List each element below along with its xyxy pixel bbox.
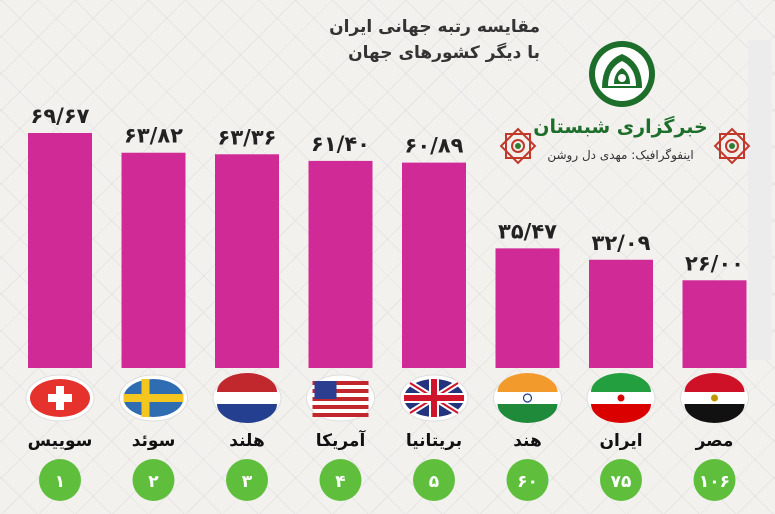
bar — [495, 248, 560, 368]
flag-wheel — [522, 393, 533, 403]
flag-band-top — [684, 373, 745, 392]
uk-flag-icon — [399, 374, 469, 422]
ornament-left-icon — [499, 127, 537, 165]
shabestan-logo-icon — [589, 41, 655, 107]
rank-circle — [413, 459, 455, 501]
title-line-2: با دیگر کشورهای جهان — [348, 43, 540, 63]
bar — [589, 259, 653, 368]
country-label: هند — [513, 431, 542, 451]
country-label: سوئد — [132, 431, 176, 451]
flag-stripe — [312, 381, 369, 385]
bar — [402, 162, 466, 368]
flag-cross-h-red — [404, 395, 464, 401]
bar-value-label: ۶۹/۶۷ — [31, 104, 90, 128]
bar-value-label: ۳۲/۰۹ — [592, 231, 651, 255]
country-label: بریتانیا — [406, 431, 462, 451]
rank-number: ۴ — [335, 472, 345, 492]
country-label: مصر — [695, 431, 734, 451]
chart-title: مقایسه رتبه جهانی ایران با دیگر کشورهای … — [270, 14, 540, 66]
rank-number: ۳ — [242, 472, 253, 492]
rank-circle — [506, 459, 549, 501]
infographic-credit: اینفوگرافیک: مهدی دل روشن — [547, 148, 694, 162]
bar-value-label: ۳۵/۴۷ — [498, 219, 557, 243]
flag-emblem — [617, 394, 625, 402]
rank-number: ۱۰۶ — [699, 472, 730, 492]
flag-band-top — [497, 373, 558, 392]
watermark-strip — [748, 40, 772, 360]
usa-flag-icon — [306, 374, 375, 422]
india-flag-icon — [493, 373, 562, 424]
flag-stripe — [312, 405, 369, 409]
flag-cross-h — [48, 394, 72, 402]
egypt-flag-icon — [680, 373, 749, 424]
country-label: ایران — [599, 431, 642, 451]
sweden-flag-icon — [119, 374, 188, 422]
bar — [121, 152, 186, 368]
switzerland-flag-icon — [25, 374, 95, 422]
flag-band-bottom — [217, 404, 277, 423]
flag-band-top — [217, 373, 277, 392]
iran-flag-icon — [586, 373, 656, 423]
flag-cross-h — [123, 394, 184, 402]
flag-canton — [314, 381, 337, 399]
bar — [28, 133, 92, 368]
bar — [682, 280, 747, 368]
flag-stripe — [312, 413, 369, 417]
flag-band-bottom — [591, 404, 651, 423]
bar-value-label: ۶۱/۴۰ — [311, 132, 370, 156]
netherlands-flag-icon — [212, 373, 282, 423]
rank-circle — [39, 459, 81, 501]
ornament-right-icon — [713, 127, 751, 165]
rank-number: ۶۰ — [517, 472, 538, 492]
bar-value-label: ۲۶/۰۰ — [685, 251, 744, 275]
bar-value-label: ۶۳/۳۶ — [218, 125, 277, 149]
flag-stripe — [312, 397, 369, 401]
rank-circle — [132, 459, 175, 501]
agency-name: خبرگزاری شبستان — [533, 116, 708, 138]
rank-circle — [600, 459, 642, 501]
rank-number: ۷۵ — [611, 472, 632, 492]
rank-number: ۲ — [148, 472, 159, 492]
title-line-1: مقایسه رتبه جهانی ایران — [329, 17, 540, 37]
rank-number: ۵ — [429, 472, 439, 492]
flag-stripe — [312, 389, 369, 393]
bar-value-label: ۶۳/۸۲ — [124, 124, 183, 148]
country-label: سوییس — [28, 431, 93, 451]
country-label: هلند — [229, 431, 265, 451]
flag-band-top — [591, 373, 651, 392]
bar — [308, 160, 373, 368]
flag-band-bottom — [684, 404, 745, 424]
rank-number: ۱ — [55, 472, 65, 492]
rank-circle — [319, 459, 362, 501]
flag-band-bottom — [497, 404, 558, 424]
bar-value-label: ۶۰/۸۹ — [405, 134, 464, 158]
bar — [215, 154, 279, 368]
flag-emblem — [711, 394, 718, 402]
rank-circle — [226, 459, 268, 501]
rank-circle — [693, 459, 736, 501]
country-label: آمریکا — [316, 429, 367, 451]
